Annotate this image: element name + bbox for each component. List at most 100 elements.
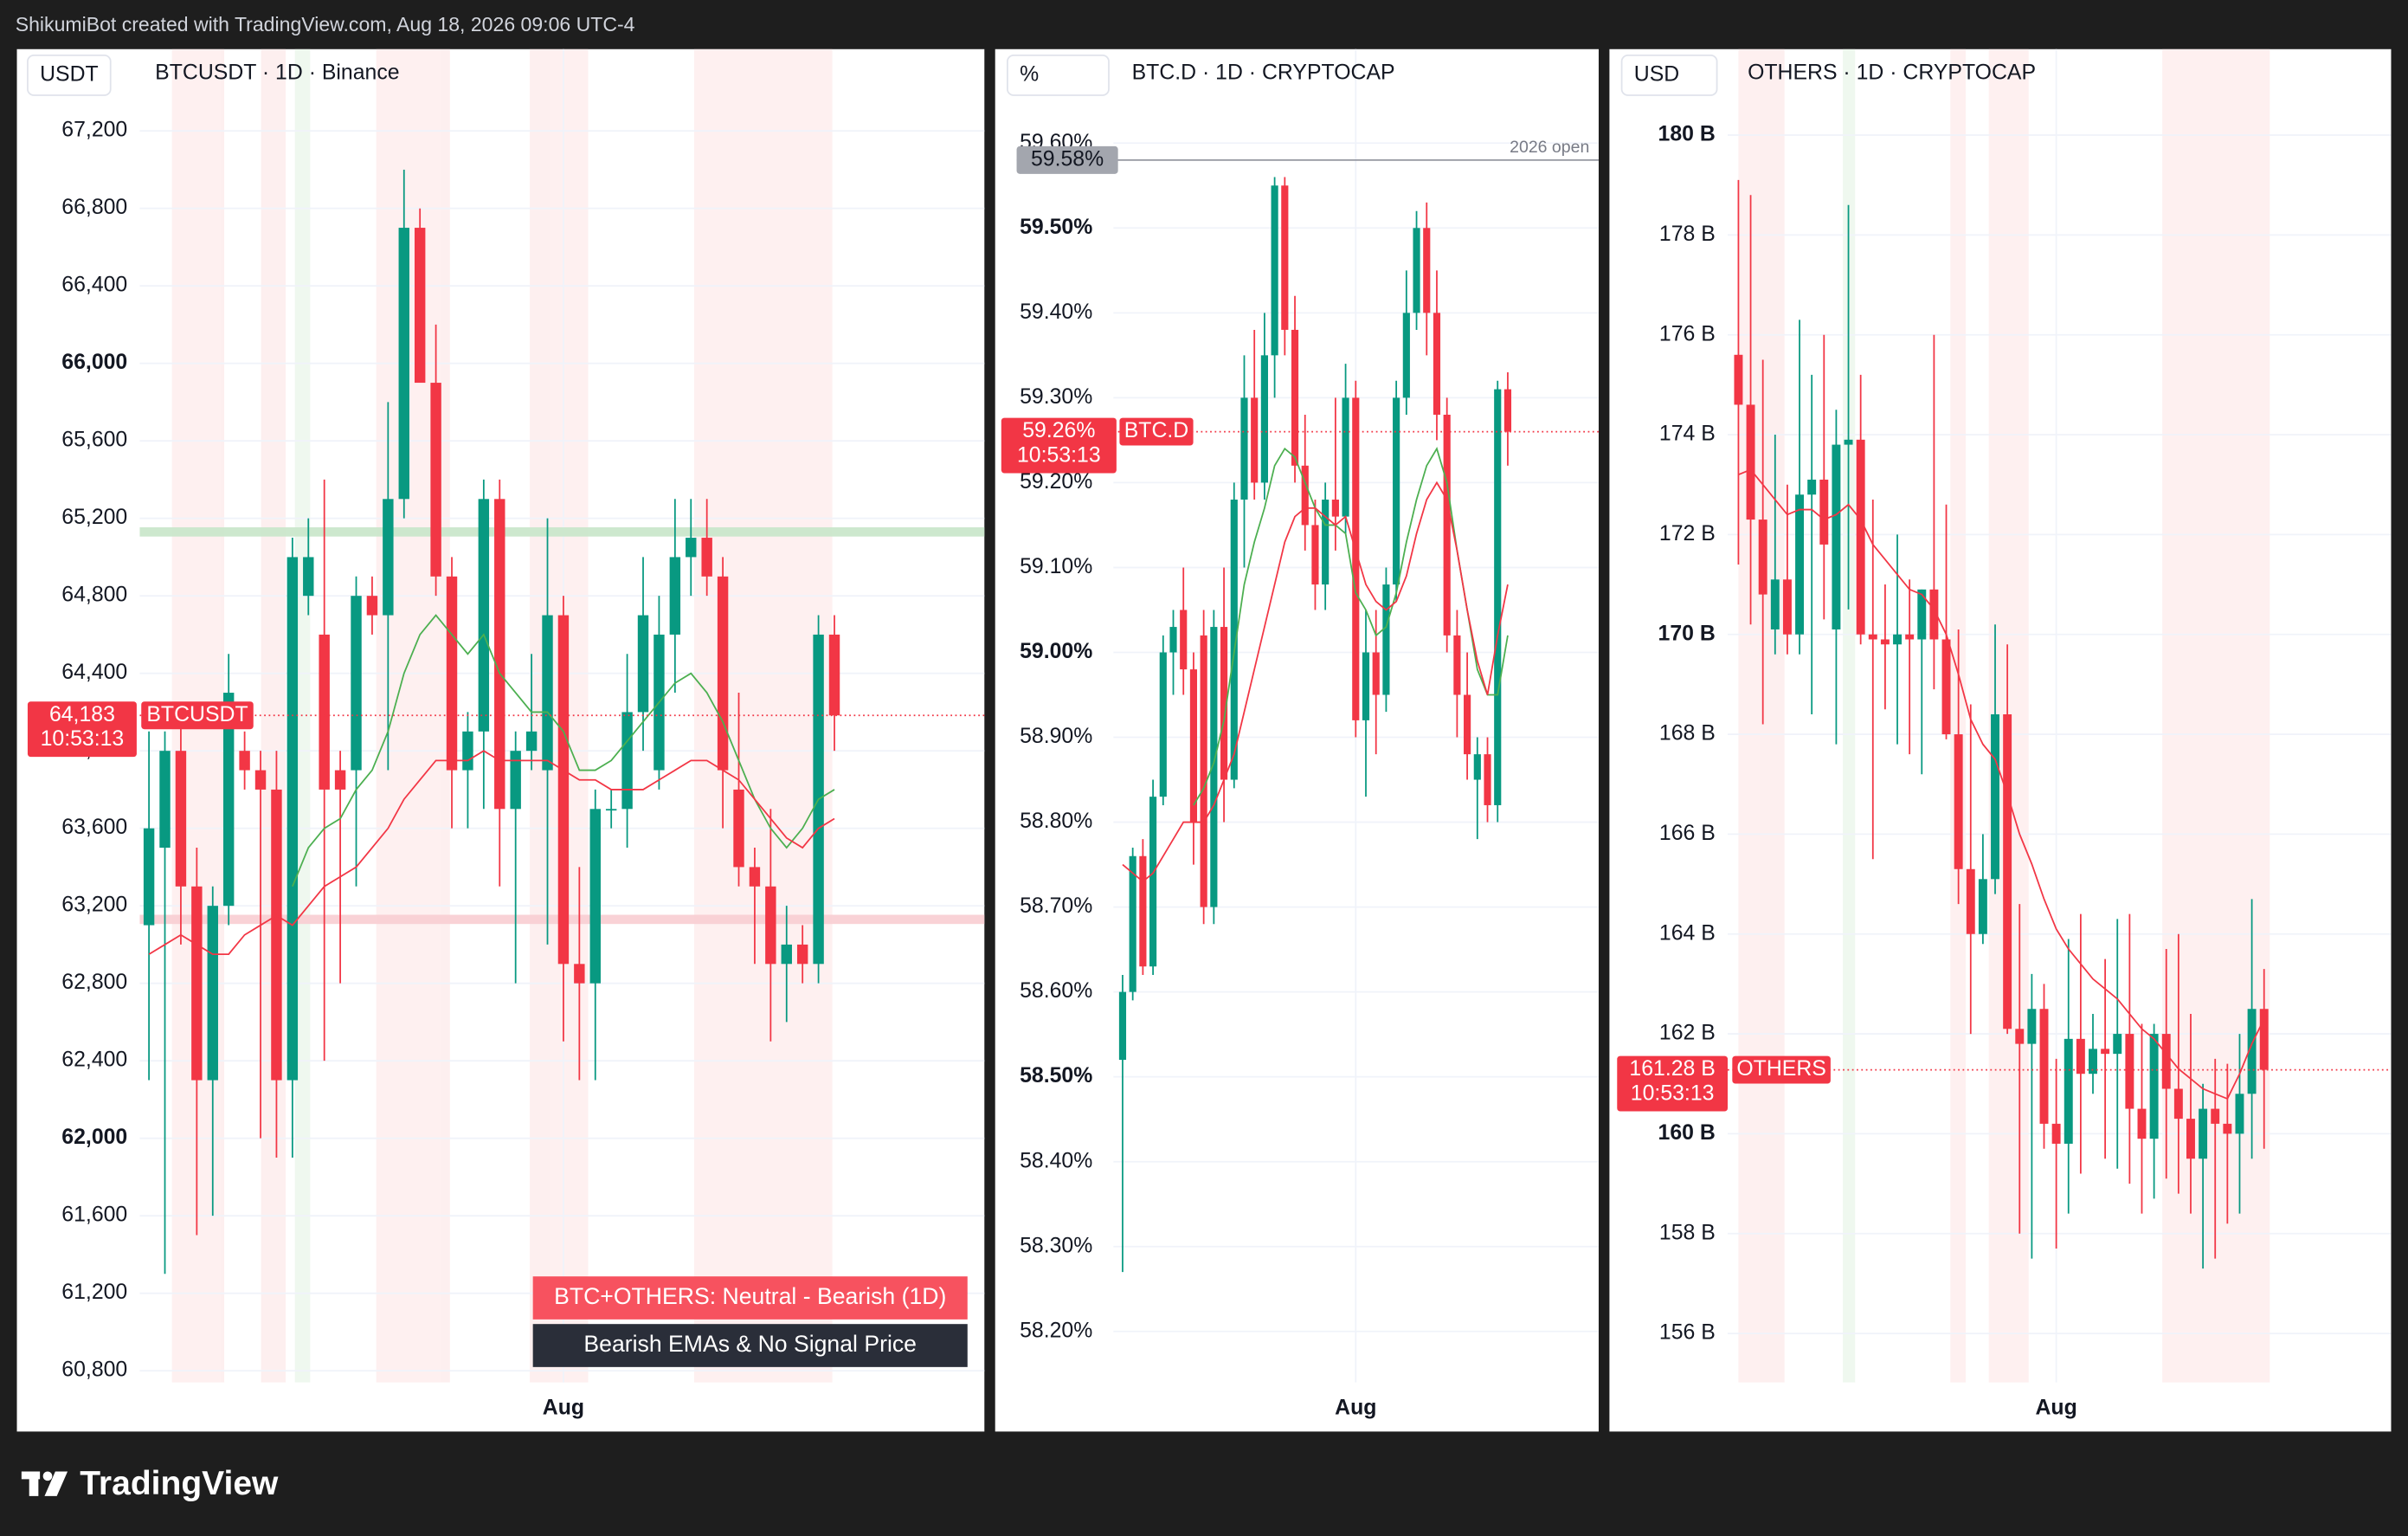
candle-body	[143, 828, 155, 926]
candle-body	[2039, 1009, 2049, 1124]
open-line-text: 2026 open	[1510, 138, 1589, 157]
y-tick-label: 172 B	[1659, 522, 1716, 545]
y-tick-label: 59.10%	[1020, 555, 1092, 578]
candle-body	[191, 886, 203, 1081]
candle-body	[159, 751, 171, 849]
symbol-title: BTC.D · 1D · CRYPTOCAP	[1132, 61, 1395, 85]
candle-body	[1758, 520, 1767, 595]
ema-line	[292, 614, 835, 887]
candle-body	[239, 751, 250, 771]
y-tick-label: 59.40%	[1020, 300, 1092, 324]
last-price-label: 59.26%	[1022, 419, 1095, 442]
candle-body	[1118, 991, 1127, 1061]
candle-body	[1917, 589, 1927, 640]
candle-body	[2137, 1108, 2147, 1139]
countdown: 10:53:13	[1017, 444, 1101, 468]
y-tick-label: 60,800	[61, 1359, 127, 1382]
y-tick-label: 66,400	[61, 274, 127, 297]
candle-body	[366, 596, 378, 616]
candle-body	[303, 557, 314, 597]
y-tick-label: 58.40%	[1020, 1149, 1092, 1172]
y-tick-label: 58.80%	[1020, 810, 1092, 833]
candle-body	[2223, 1123, 2232, 1134]
level-zone	[139, 527, 985, 537]
x-tick-label: Aug	[1335, 1396, 1376, 1419]
brand: TradingView	[80, 1465, 279, 1502]
candle-body	[1734, 354, 1743, 405]
candle-body	[557, 615, 570, 965]
candle-body	[1402, 313, 1410, 398]
candle-body	[781, 944, 792, 965]
open-line-box	[1016, 145, 1118, 174]
candle-body	[1169, 627, 1177, 653]
y-tick-label: 58.70%	[1020, 894, 1092, 918]
y-tick-label: 64,800	[61, 584, 127, 607]
symbol-tag: BTCUSDT	[146, 703, 248, 726]
candle-body	[828, 634, 840, 716]
candle-body	[2003, 713, 2012, 1029]
ema-line	[148, 750, 835, 956]
candle-body	[1905, 634, 1915, 640]
candle-body	[1807, 479, 1817, 495]
candle-body	[383, 499, 394, 616]
candle-body	[462, 731, 473, 771]
candle-body	[1991, 713, 1999, 880]
candle-body	[1139, 855, 1147, 967]
logo-part	[44, 1471, 68, 1496]
symbol-tag-box	[1732, 1055, 1831, 1084]
y-tick-label: 67,200	[61, 119, 127, 142]
candle-body	[542, 615, 553, 771]
candle-body	[175, 751, 187, 887]
candle-body	[637, 615, 649, 713]
candle-body	[2064, 1038, 2073, 1144]
annotation-box	[532, 1276, 968, 1320]
shade	[1843, 48, 1856, 1383]
candle-body	[254, 770, 267, 790]
candle-body	[1251, 397, 1259, 483]
candle-body	[1819, 479, 1829, 545]
y-tick-label: 58.90%	[1020, 725, 1092, 748]
candle-body	[525, 731, 538, 752]
candle-body	[2027, 1009, 2037, 1044]
y-tick-label: 170 B	[1658, 622, 1716, 645]
candle-body	[1291, 329, 1299, 466]
candle-body	[1159, 652, 1167, 797]
candle-body	[1220, 627, 1228, 780]
candle-body	[1210, 627, 1218, 907]
candle-body	[1362, 652, 1370, 720]
candle-body	[1301, 465, 1309, 526]
candle-body	[2149, 1034, 2159, 1139]
candle-body	[1331, 500, 1339, 517]
candle-body	[717, 576, 729, 771]
y-tick-label: 178 B	[1659, 223, 1716, 246]
candle-body	[1868, 634, 1877, 640]
candle-body	[351, 596, 362, 771]
candle-body	[765, 886, 776, 965]
candle-body	[1941, 639, 1951, 735]
candle-body	[2199, 1108, 2208, 1159]
candle-body	[1382, 584, 1390, 695]
logo-part	[29, 1471, 39, 1496]
candle-body	[1453, 635, 1461, 695]
annotation: Bearish EMAs & No Signal Price	[583, 1331, 917, 1357]
shade	[2162, 48, 2270, 1383]
candle-body	[2247, 1009, 2257, 1094]
y-tick-label: 158 B	[1659, 1221, 1716, 1244]
candle-body	[2125, 1034, 2134, 1109]
candle-body	[2173, 1088, 2183, 1120]
y-tick-label: 59.20%	[1020, 470, 1092, 494]
candle-body	[2161, 1034, 2171, 1089]
candle-body	[207, 906, 218, 1081]
candle-body	[2051, 1123, 2061, 1144]
unit-box	[1007, 54, 1110, 96]
candle-body	[1352, 397, 1360, 720]
candle-body	[398, 228, 409, 500]
candle-body	[1746, 404, 1755, 520]
candle-body	[2211, 1108, 2220, 1124]
candle-body	[1782, 579, 1792, 635]
y-tick-label: 64,400	[61, 661, 127, 684]
y-tick-label: 59.00%	[1020, 640, 1092, 663]
candle-body	[319, 634, 330, 790]
candle-body	[287, 557, 299, 1081]
